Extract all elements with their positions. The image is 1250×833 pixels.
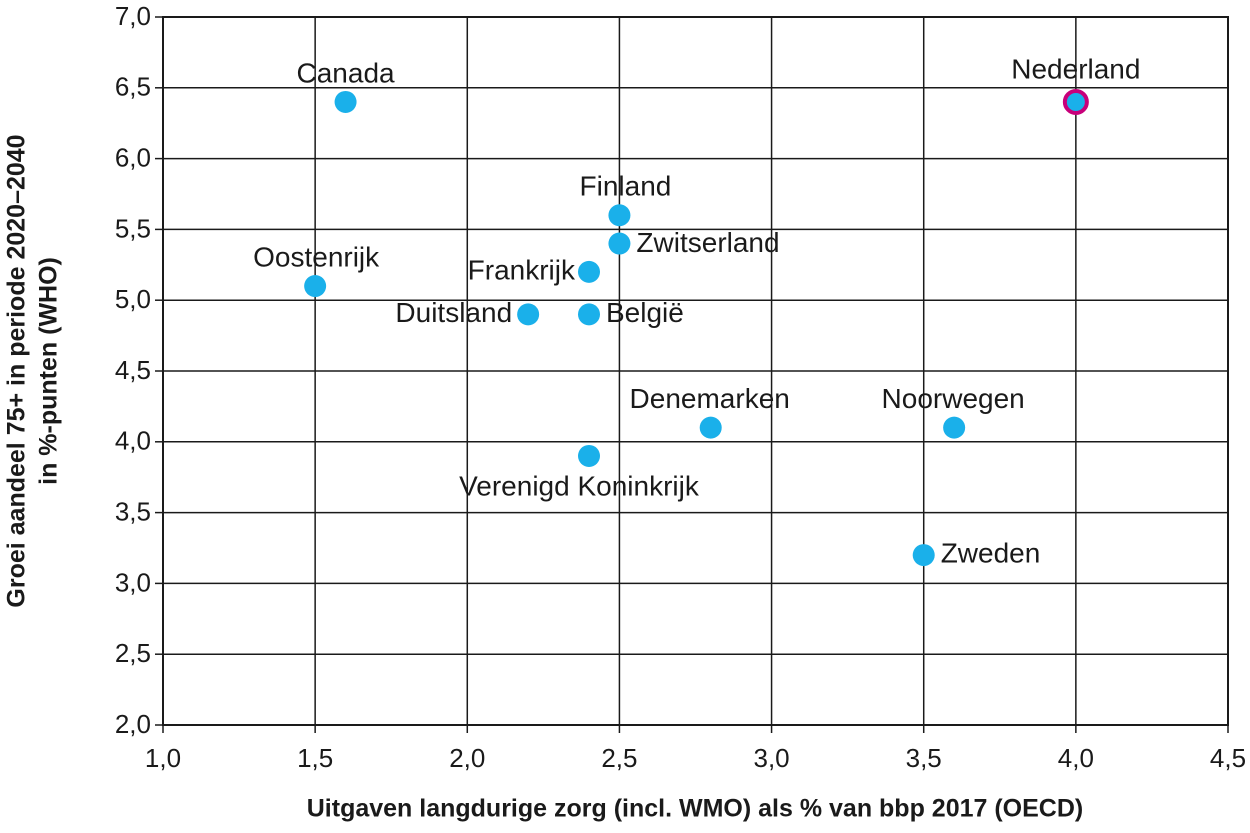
y-tick-label: 2,5	[115, 638, 151, 668]
x-tick-label: 1,0	[145, 743, 181, 773]
data-point	[699, 416, 722, 439]
point-label: Verenigd Koninkrijk	[459, 470, 700, 501]
point-label: Duitsland	[395, 297, 512, 328]
y-tick-label: 7,0	[115, 1, 151, 31]
y-tick-label: 6,5	[115, 72, 151, 102]
y-tick-label: 3,0	[115, 567, 151, 597]
point-label: Oostenrijk	[253, 241, 380, 272]
point-label: Denemarken	[630, 383, 790, 414]
y-axis-title: Groei aandeel 75+ in periode 2020–2040	[3, 134, 31, 607]
data-point	[578, 303, 600, 326]
data-point	[608, 204, 631, 227]
data-point	[943, 416, 966, 439]
data-point	[608, 232, 631, 255]
y-tick-label: 5,0	[115, 284, 151, 314]
data-point	[578, 260, 600, 283]
data-point	[304, 275, 327, 298]
y-tick-label: 3,5	[115, 496, 151, 526]
x-tick-label: 3,0	[753, 743, 789, 773]
point-label: Noorwegen	[882, 383, 1025, 414]
data-point	[334, 90, 357, 113]
point-label: Finland	[580, 171, 672, 202]
data-point	[578, 444, 600, 467]
point-label: Zwitserland	[636, 227, 779, 258]
x-tick-label: 1,5	[297, 743, 333, 773]
y-tick-label: 6,0	[115, 142, 151, 172]
y-axis-title: in %-punten (WHO)	[35, 257, 63, 485]
data-point	[1062, 88, 1089, 115]
data-point	[912, 544, 935, 567]
y-tick-label: 4,5	[115, 355, 151, 385]
y-tick-label: 2,0	[115, 709, 151, 739]
x-tick-label: 2,0	[449, 743, 485, 773]
x-tick-label: 3,5	[906, 743, 942, 773]
point-label: Frankrijk	[468, 254, 576, 285]
plot-frame	[162, 16, 1229, 726]
y-tick-label: 4,0	[115, 426, 151, 456]
x-tick-label: 4,0	[1058, 743, 1094, 773]
y-tick-label: 5,5	[115, 213, 151, 243]
x-tick-label: 4,5	[1210, 743, 1246, 773]
point-label: Zweden	[941, 537, 1041, 568]
x-axis-title: Uitgaven langdurige zorg (incl. WMO) als…	[307, 795, 1084, 823]
point-label: Canada	[297, 57, 396, 88]
point-label: Nederland	[1011, 53, 1140, 84]
data-point	[517, 303, 540, 326]
x-tick-label: 2,5	[601, 743, 637, 773]
point-label: België	[606, 297, 684, 328]
